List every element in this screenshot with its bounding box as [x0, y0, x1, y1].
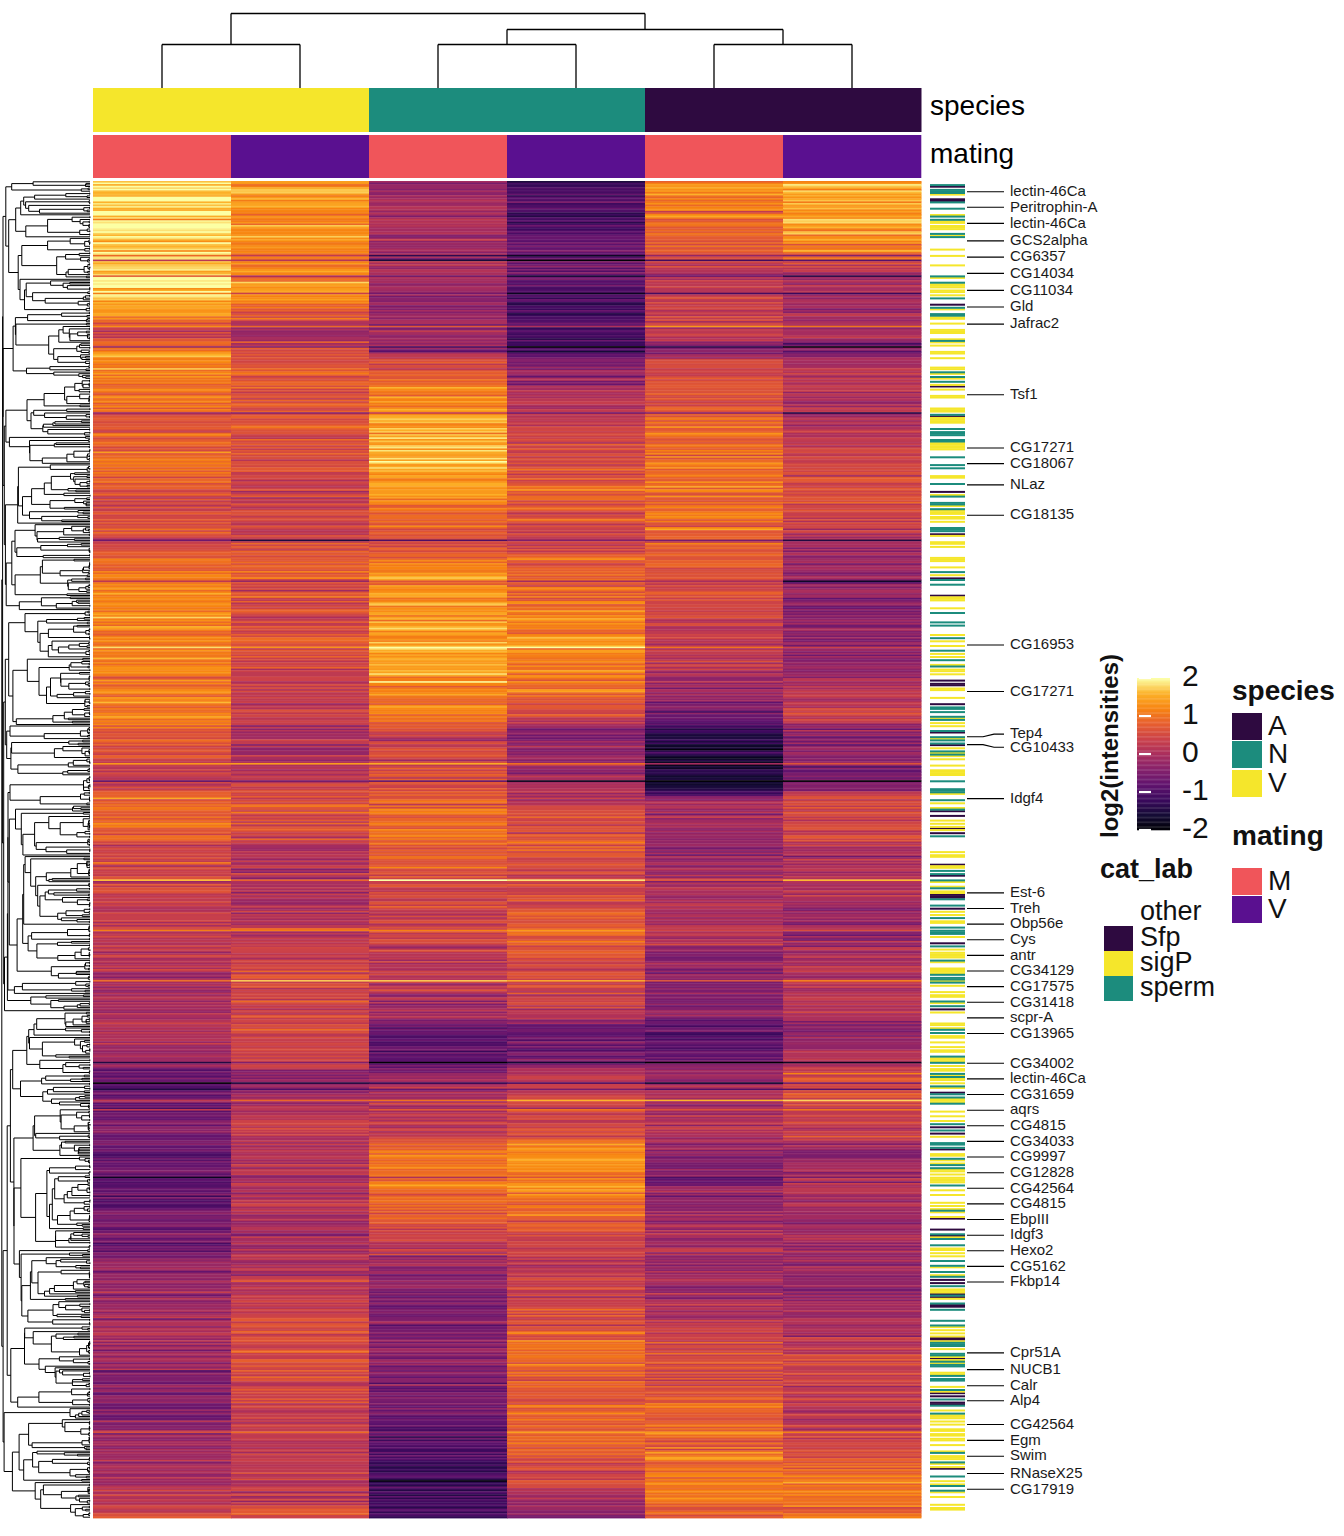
svg-text:lectin-46Ca: lectin-46Ca: [1010, 214, 1087, 231]
svg-text:RNaseX25: RNaseX25: [1010, 1464, 1083, 1481]
svg-text:CG12828: CG12828: [1010, 1163, 1074, 1180]
svg-text:N: N: [1268, 738, 1288, 769]
svg-text:aqrs: aqrs: [1010, 1100, 1039, 1117]
svg-text:CG17271: CG17271: [1010, 438, 1074, 455]
svg-text:CG14034: CG14034: [1010, 264, 1074, 281]
svg-text:CG42564: CG42564: [1010, 1415, 1074, 1432]
svg-text:V: V: [1268, 767, 1287, 798]
svg-text:CG31418: CG31418: [1010, 993, 1074, 1010]
svg-text:1: 1: [1182, 697, 1199, 730]
svg-text:Alp4: Alp4: [1010, 1391, 1040, 1408]
svg-text:CG17575: CG17575: [1010, 977, 1074, 994]
svg-text:V: V: [1268, 893, 1287, 924]
svg-text:Cpr51A: Cpr51A: [1010, 1343, 1061, 1360]
svg-text:CG17919: CG17919: [1010, 1480, 1074, 1497]
svg-text:Tsf1: Tsf1: [1010, 385, 1038, 402]
svg-text:CG42564: CG42564: [1010, 1179, 1074, 1196]
svg-text:Peritrophin-A: Peritrophin-A: [1010, 198, 1098, 215]
svg-text:mating: mating: [1232, 820, 1324, 851]
svg-text:lectin-46Ca: lectin-46Ca: [1010, 182, 1087, 199]
svg-text:Hexo2: Hexo2: [1010, 1241, 1053, 1258]
svg-text:lectin-46Ca: lectin-46Ca: [1010, 1069, 1087, 1086]
svg-text:2: 2: [1182, 659, 1199, 692]
svg-text:CG10433: CG10433: [1010, 738, 1074, 755]
svg-text:CG16953: CG16953: [1010, 635, 1074, 652]
svg-text:CG5162: CG5162: [1010, 1257, 1066, 1274]
svg-text:CG13965: CG13965: [1010, 1024, 1074, 1041]
svg-text:CG4815: CG4815: [1010, 1116, 1066, 1133]
svg-text:EbpIII: EbpIII: [1010, 1210, 1049, 1227]
svg-text:mating: mating: [930, 138, 1014, 169]
svg-text:-1: -1: [1182, 773, 1209, 806]
svg-text:Jafrac2: Jafrac2: [1010, 314, 1059, 331]
svg-text:NUCB1: NUCB1: [1010, 1360, 1061, 1377]
svg-text:Est-6: Est-6: [1010, 883, 1045, 900]
svg-text:CG4815: CG4815: [1010, 1194, 1066, 1211]
svg-text:Cys: Cys: [1010, 930, 1036, 947]
svg-text:CG11034: CG11034: [1010, 281, 1073, 298]
svg-text:Idgf3: Idgf3: [1010, 1225, 1043, 1242]
svg-text:antr: antr: [1010, 946, 1036, 963]
svg-text:-2: -2: [1182, 811, 1209, 844]
svg-text:Swim: Swim: [1010, 1446, 1047, 1463]
svg-text:cat_lab: cat_lab: [1100, 854, 1193, 884]
svg-text:Gld: Gld: [1010, 297, 1033, 314]
svg-text:CG31659: CG31659: [1010, 1085, 1074, 1102]
svg-text:CG18135: CG18135: [1010, 505, 1074, 522]
svg-text:CG9997: CG9997: [1010, 1147, 1066, 1164]
svg-text:A: A: [1268, 710, 1287, 741]
svg-text:species: species: [930, 90, 1025, 121]
svg-text:Egm: Egm: [1010, 1431, 1041, 1448]
svg-text:Treh: Treh: [1010, 899, 1040, 916]
svg-text:CG17271: CG17271: [1010, 682, 1074, 699]
svg-text:Fkbp14: Fkbp14: [1010, 1272, 1060, 1289]
svg-text:0: 0: [1182, 735, 1199, 768]
svg-text:Idgf4: Idgf4: [1010, 789, 1043, 806]
svg-text:CG6357: CG6357: [1010, 247, 1066, 264]
svg-text:Obp56e: Obp56e: [1010, 914, 1063, 931]
svg-text:NLaz: NLaz: [1010, 475, 1045, 492]
svg-text:species: species: [1232, 675, 1335, 706]
svg-text:scpr-A: scpr-A: [1010, 1008, 1053, 1025]
svg-text:CG18067: CG18067: [1010, 454, 1074, 471]
svg-text:CG34129: CG34129: [1010, 961, 1074, 978]
svg-text:GCS2alpha: GCS2alpha: [1010, 231, 1088, 248]
svg-text:CG34033: CG34033: [1010, 1132, 1074, 1149]
svg-text:CG34002: CG34002: [1010, 1054, 1074, 1071]
svg-text:M: M: [1268, 865, 1291, 896]
svg-text:sperm: sperm: [1140, 972, 1215, 1002]
svg-text:log2(intensities): log2(intensities): [1096, 654, 1123, 838]
